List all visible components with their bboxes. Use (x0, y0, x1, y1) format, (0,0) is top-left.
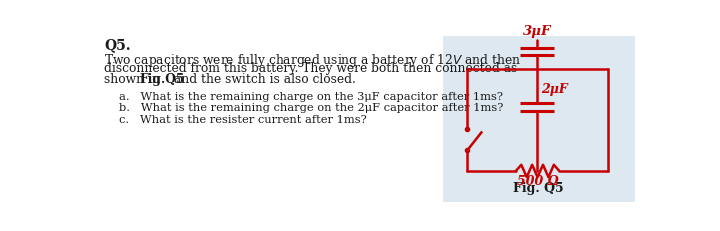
Text: 2μF: 2μF (541, 83, 568, 96)
Text: Fig.Q5: Fig.Q5 (140, 73, 185, 86)
Text: b.   What is the remaining charge on the 2μF capacitor after 1ms?: b. What is the remaining charge on the 2… (120, 103, 504, 113)
FancyBboxPatch shape (443, 36, 635, 202)
Text: Two capacitors were fully charged using a battery of 12$V$ and then: Two capacitors were fully charged using … (104, 52, 521, 69)
Text: shown in: shown in (104, 73, 164, 86)
Text: disconnected from this battery. They were both then connected as: disconnected from this battery. They wer… (104, 62, 517, 75)
Text: Fig. Q5: Fig. Q5 (513, 182, 564, 195)
Text: c.   What is the resister current after 1ms?: c. What is the resister current after 1m… (120, 115, 367, 125)
Text: a.   What is the remaining charge on the 3μF capacitor after 1ms?: a. What is the remaining charge on the 3… (120, 92, 503, 102)
Text: Q5.: Q5. (104, 38, 130, 52)
Text: 3μF: 3μF (523, 25, 552, 38)
Text: and the switch is also closed.: and the switch is also closed. (170, 73, 356, 86)
Text: 500 Ω: 500 Ω (517, 175, 559, 188)
